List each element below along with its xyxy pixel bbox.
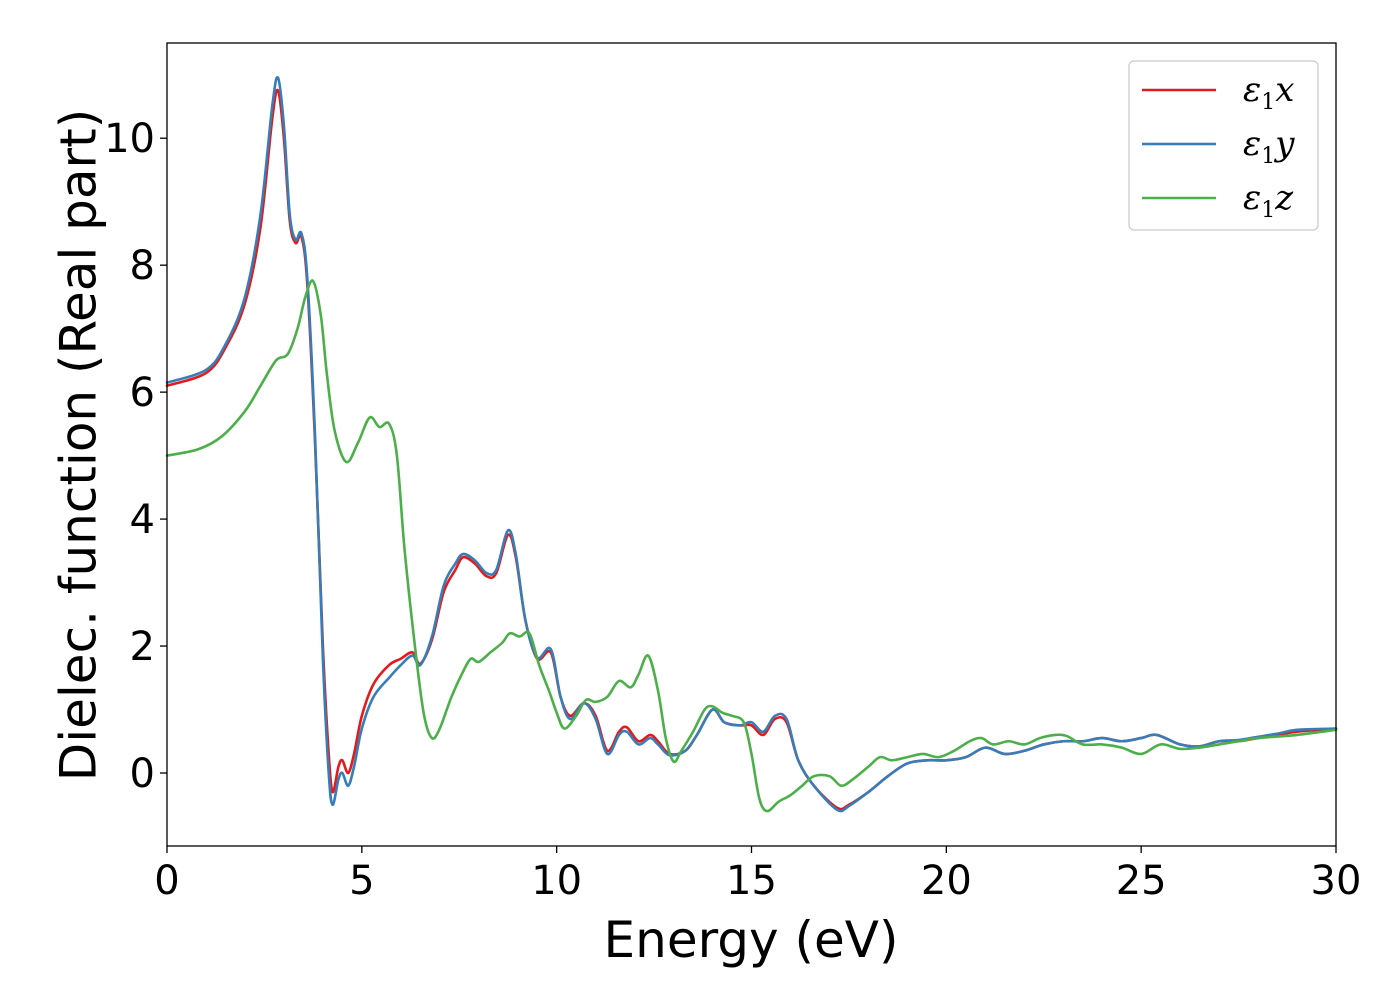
y-axis-ticks: 0 2 4 6 8 10: [104, 116, 167, 797]
x-axis-ticks: 0 5 10 15 20 25 30: [154, 846, 1361, 904]
x-axis-label: Energy (eV): [604, 911, 899, 969]
x-tick-label: 25: [1116, 858, 1167, 904]
x-tick-label: 0: [154, 858, 179, 904]
x-tick-label: 30: [1311, 858, 1362, 904]
x-tick-label: 15: [726, 858, 777, 904]
y-tick-label: 2: [130, 624, 155, 670]
legend-label-z: ε1z: [1243, 178, 1294, 223]
x-tick-label: 20: [921, 858, 972, 904]
legend-label-x: ε1x: [1243, 70, 1294, 115]
y-tick-label: 6: [130, 370, 155, 416]
legend: ε1x ε1y ε1z: [1128, 60, 1319, 231]
y-tick-label: 0: [130, 751, 155, 797]
series-line-y: [165, 75, 1338, 813]
legend-box: [1128, 60, 1319, 231]
legend-label-y: ε1y: [1243, 124, 1295, 169]
y-axis-label: Dielec. function (Real part): [50, 109, 108, 781]
y-tick-label: 10: [104, 116, 155, 162]
series-line-z: [165, 279, 1338, 813]
series-lines: [165, 75, 1338, 813]
x-tick-label: 10: [531, 858, 582, 904]
y-tick-label: 8: [130, 243, 155, 289]
x-tick-label: 5: [349, 858, 374, 904]
y-tick-label: 4: [130, 497, 155, 543]
